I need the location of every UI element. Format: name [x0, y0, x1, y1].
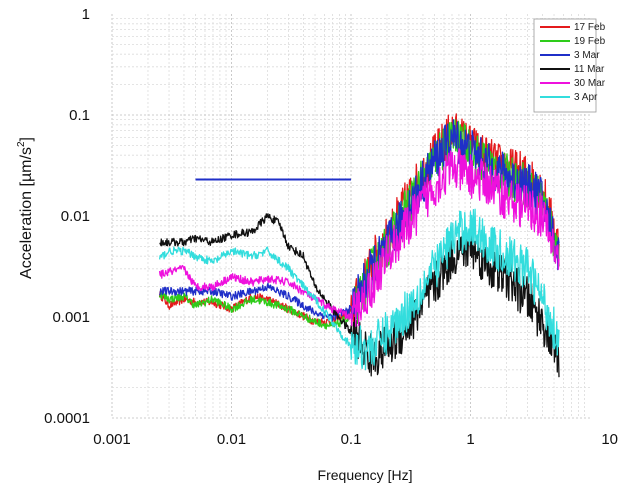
y-tick-label: 0.01: [61, 208, 90, 225]
y-axis-label-sup: 2: [16, 141, 27, 147]
series-line-3-apr: [158, 208, 560, 371]
y-axis-label-unit: µm/s: [18, 147, 35, 182]
y-axis-label-main: Acceleration [: [18, 181, 35, 278]
legend-label: 3 Mar: [574, 50, 600, 61]
legend-label: 19 Feb: [574, 36, 606, 47]
legend-label: 17 Feb: [574, 22, 606, 33]
grid-lines: [111, 14, 590, 419]
x-tick-label: 0.01: [217, 431, 246, 448]
x-tick-label: 10: [601, 431, 618, 448]
legend-label: 30 Mar: [574, 78, 606, 89]
series-line-11-mar: [159, 213, 560, 378]
y-tick-label: 1: [82, 6, 90, 23]
x-tick-label: 1: [466, 431, 474, 448]
y-axis-label-close: ]: [18, 137, 35, 141]
y-tick-label: 0.1: [69, 107, 90, 124]
y-tick-labels: 0.0001 0.001 0.01 0.1 1: [44, 6, 90, 427]
legend-label: 11 Mar: [574, 64, 605, 75]
legend: 17 Feb 19 Feb 3 Mar 11 Mar 30 Mar 3 Apr: [533, 18, 606, 113]
y-tick-label: 0.0001: [44, 410, 90, 427]
y-tick-label: 0.001: [52, 309, 90, 326]
x-tick-labels: 0.001 0.01 0.1 1 10: [93, 431, 618, 448]
y-axis-label: Acceleration [µm/s2]: [16, 137, 35, 279]
series-line-30-mar: [158, 148, 560, 327]
x-axis-label: Frequency [Hz]: [318, 467, 413, 483]
x-tick-label: 0.1: [341, 431, 362, 448]
legend-label: 3 Apr: [574, 92, 598, 103]
x-tick-label: 0.001: [93, 431, 131, 448]
series-group: [158, 113, 560, 378]
